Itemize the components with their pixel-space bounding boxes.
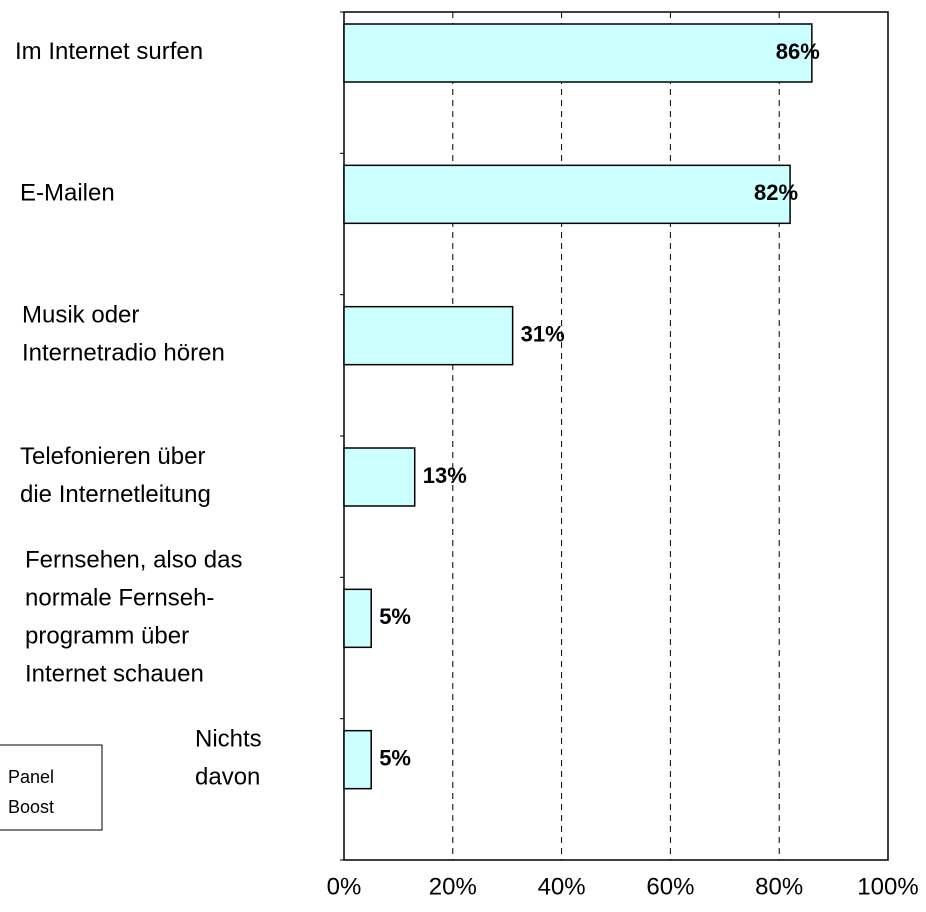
x-tick-label: 100% xyxy=(857,873,918,900)
y-tick-label: Fernsehen, also das normale Fernseh-progr… xyxy=(25,547,242,688)
x-tick-label: 80% xyxy=(755,873,803,900)
data-label: 5% xyxy=(379,604,411,629)
x-tick-label: 40% xyxy=(538,873,586,900)
data-label: 5% xyxy=(379,745,411,770)
bar xyxy=(343,305,514,366)
y-tick-label: Nichts davon xyxy=(195,726,262,791)
x-tick-label: 20% xyxy=(429,873,477,900)
data-label: 82% xyxy=(754,180,798,205)
legend-label: Boost xyxy=(8,797,54,817)
data-label: 86% xyxy=(776,39,820,64)
legend-box xyxy=(0,744,103,831)
y-tick-label: E-Mailen xyxy=(20,180,115,207)
y-tick-label: Telefonieren über die Internetleitung xyxy=(20,443,211,508)
y-tick-label: Musik oder Internetradio hören xyxy=(22,302,225,367)
bar xyxy=(343,729,372,790)
bar xyxy=(343,164,791,225)
y-tick-label: Im Internet surfen xyxy=(15,38,203,65)
bar xyxy=(343,447,416,507)
legend-label: Panel xyxy=(8,767,54,787)
x-tick-label: 60% xyxy=(646,873,694,900)
data-label: 13% xyxy=(423,463,467,488)
bar xyxy=(343,23,813,83)
data-label: 31% xyxy=(521,321,565,346)
x-tick-label: 0% xyxy=(327,873,362,900)
plot-frame xyxy=(343,11,889,861)
bar xyxy=(343,588,372,649)
